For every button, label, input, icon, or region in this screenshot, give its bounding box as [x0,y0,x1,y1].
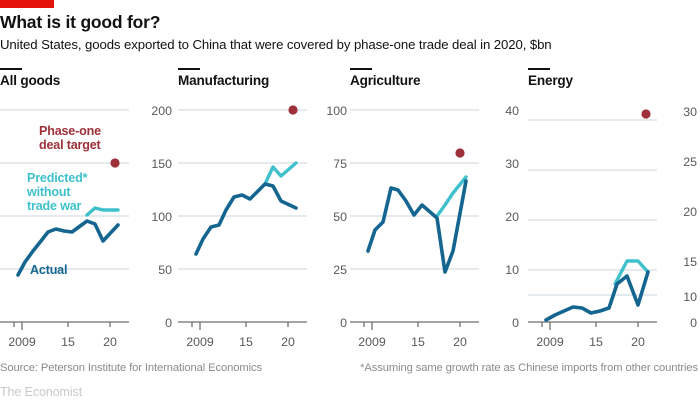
target-marker-dot [288,105,298,115]
panel-agriculture: Agriculture 40 30 20 10 0 2009 15 20 [350,68,522,358]
ytick-label: 100 [151,210,172,224]
xtick-label: 20 [453,335,467,349]
ytick-label: 75 [333,157,347,171]
ytick-label: 30 [683,105,697,119]
ytick-label: 20 [505,210,519,224]
panel-rule [350,68,372,70]
target-marker-dot [641,109,651,119]
page-subtitle: United States, goods exported to China t… [0,37,552,52]
plot-agriculture: 40 30 20 10 0 2009 15 20 [350,104,519,349]
series-actual-line [16,219,120,277]
panel-rule [178,68,200,70]
panel-manufacturing: Manufacturing 100 75 50 25 0 2009 15 20 [178,68,350,358]
ytick-label: 0 [165,316,172,330]
xtick-label: 20 [631,335,645,349]
annotation-predicted-line1: Predicted* [27,171,88,185]
ytick-label: 10 [683,290,697,304]
ytick-label: 50 [158,263,172,277]
brand-label: The Economist [0,385,83,399]
ytick-label: 100 [326,104,347,118]
ytick-label: 25 [683,155,697,169]
plot-manufacturing: 100 75 50 25 0 2009 15 20 [178,104,347,349]
panel-title-all-goods: All goods [0,73,61,88]
ytick-label: 0 [512,316,519,330]
ytick-label: 30 [505,157,519,171]
series-predicted-line [263,161,298,186]
series-actual-line [194,182,298,256]
chart-panels: All goods 200 150 100 50 0 2009 15 20 [0,68,700,358]
xtick-label: 2009 [358,335,386,349]
panel-title-agriculture: Agriculture [350,73,421,88]
panel-all-goods: All goods 200 150 100 50 0 2009 15 20 [0,68,175,358]
annotation-actual: Actual [30,263,67,277]
series-predicted-line [85,206,120,217]
target-marker-dot [110,158,120,168]
panel-rule [528,68,550,70]
xtick-label: 15 [589,335,603,349]
plot-all-goods: 200 150 100 50 0 2009 15 20 Phase-one de… [0,104,172,349]
annotation-target-line1: Phase-one [39,124,101,138]
ytick-label: 200 [151,104,172,118]
series-actual-line [544,270,650,322]
xtick-label: 20 [281,335,295,349]
series-predicted-line [435,175,468,218]
series-actual-line [366,179,468,274]
footnote: *Assuming same growth rate as Chinese im… [360,362,698,374]
xtick-label: 2009 [536,335,564,349]
xtick-label: 2009 [186,335,214,349]
page-title: What is it good for? [0,12,161,32]
ytick-label: 0 [690,316,697,330]
panel-title-energy: Energy [528,73,573,88]
ytick-label: 25 [333,263,347,277]
panel-title-manufacturing: Manufacturing [178,73,270,88]
annotation-target-line2: deal target [39,138,101,152]
annotation-predicted-line3: trade war [27,199,81,213]
ytick-label: 50 [333,210,347,224]
panel-rule [0,68,22,70]
xtick-label: 15 [61,335,75,349]
xtick-label: 2009 [8,335,36,349]
panel-energy: Energy 30 25 20 15 10 0 2009 15 20 [528,68,700,358]
plot-energy: 30 25 20 15 10 0 2009 15 20 [528,105,697,349]
ytick-label: 10 [505,263,519,277]
xtick-label: 20 [103,335,117,349]
xtick-label: 15 [239,335,253,349]
series-predicted-line [613,259,650,286]
ytick-label: 20 [683,205,697,219]
ytick-label: 150 [151,157,172,171]
ytick-label: 15 [683,255,697,269]
source-note: Source: Peterson Institute for Internati… [0,362,262,374]
ytick-label: 40 [505,104,519,118]
xtick-label: 15 [411,335,425,349]
annotation-predicted-line2: without [26,185,71,199]
ytick-label: 0 [340,316,347,330]
target-marker-dot [455,148,465,158]
economist-red-tab [0,0,54,8]
